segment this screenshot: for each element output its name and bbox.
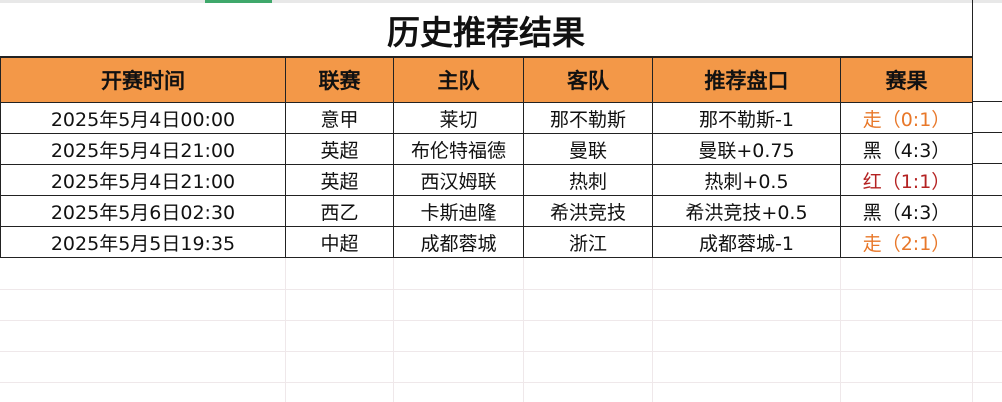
cell-result[interactable]: 黑（4:3） [840,133,973,165]
empty-cell[interactable] [973,57,1002,102]
empty-cell[interactable] [973,133,1002,164]
gridline [393,258,394,402]
cell-away[interactable]: 希洪竞技 [523,195,653,227]
table-row: 2025年5月6日02:30 西乙 卡斯迪隆 希洪竞技 希洪竞技+0.5 黑（4:3） [0,195,973,227]
cell-league[interactable]: 中超 [285,226,394,258]
cell-home[interactable]: 西汉姆联 [393,164,524,196]
cell-pick[interactable]: 曼联+0.75 [652,133,841,165]
cell-time[interactable]: 2025年5月5日19:35 [0,226,286,258]
gridline [0,351,1002,352]
cell-pick[interactable]: 热刺+0.5 [652,164,841,196]
header-row: 开赛时间 联赛 主队 客队 推荐盘口 赛果 [0,57,973,103]
cell-pick[interactable]: 希洪竞技+0.5 [652,195,841,227]
cell-time[interactable]: 2025年5月4日21:00 [0,133,286,165]
cell-league[interactable]: 西乙 [285,195,394,227]
gridline [0,289,1002,290]
header-pick[interactable]: 推荐盘口 [652,57,841,103]
top-strip [0,0,1002,3]
cell-result[interactable]: 走（0:1） [840,102,973,134]
cell-result[interactable]: 黑（4:3） [840,195,973,227]
cell-result[interactable]: 走（2:1） [840,226,973,258]
table-row: 2025年5月4日00:00 意甲 莱切 那不勒斯 那不勒斯-1 走（0:1） [0,102,973,134]
header-away[interactable]: 客队 [523,57,653,103]
cell-away[interactable]: 曼联 [523,133,653,165]
cell-league[interactable]: 英超 [285,164,394,196]
cell-pick[interactable]: 那不勒斯-1 [652,102,841,134]
cell-away[interactable]: 那不勒斯 [523,102,653,134]
empty-cell[interactable] [973,164,1002,196]
cell-time[interactable]: 2025年5月4日00:00 [0,102,286,134]
cell-result[interactable]: 红（1:1） [840,164,973,196]
column-selection-indicator [205,0,272,3]
header-league[interactable]: 联赛 [285,57,394,103]
gridline [523,258,524,402]
table-row: 2025年5月5日19:35 中超 成都蓉城 浙江 成都蓉城-1 走（2:1） [0,226,973,258]
cell-time[interactable]: 2025年5月6日02:30 [0,195,286,227]
cell-away[interactable]: 热刺 [523,164,653,196]
gridline [652,258,653,402]
cell-league[interactable]: 英超 [285,133,394,165]
empty-cell[interactable] [973,227,1002,258]
table-row: 2025年5月4日21:00 英超 西汉姆联 热刺 热刺+0.5 红（1:1） [0,164,973,196]
gridline [0,382,1002,383]
header-result[interactable]: 赛果 [840,57,973,103]
cell-pick[interactable]: 成都蓉城-1 [652,226,841,258]
gridline [285,258,286,402]
column-border [972,0,973,258]
header-time[interactable]: 开赛时间 [0,57,286,103]
header-home[interactable]: 主队 [393,57,524,103]
gridline [972,258,973,402]
empty-cell[interactable] [973,102,1002,133]
gridline [840,258,841,402]
cell-home[interactable]: 成都蓉城 [393,226,524,258]
table-row: 2025年5月4日21:00 英超 布伦特福德 曼联 曼联+0.75 黑（4:3） [0,133,973,165]
cell-away[interactable]: 浙江 [523,226,653,258]
cell-time[interactable]: 2025年5月4日21:00 [0,164,286,196]
sheet-title: 历史推荐结果 [0,3,972,57]
empty-cell[interactable] [973,196,1002,227]
cell-home[interactable]: 莱切 [393,102,524,134]
cell-league[interactable]: 意甲 [285,102,394,134]
gridline [0,320,1002,321]
results-table: 开赛时间 联赛 主队 客队 推荐盘口 赛果 2025年5月4日00:00 意甲 莱切… [0,57,973,258]
cell-home[interactable]: 卡斯迪隆 [393,195,524,227]
cell-home[interactable]: 布伦特福德 [393,133,524,165]
